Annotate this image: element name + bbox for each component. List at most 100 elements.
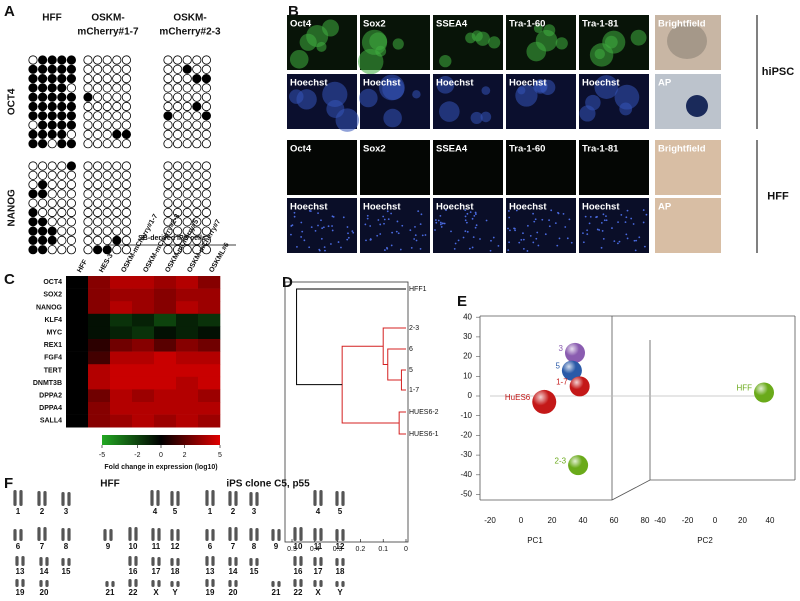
heatmap-cell: [176, 351, 199, 365]
colony: [382, 77, 405, 101]
chromosome: [61, 492, 65, 506]
nucleus: [327, 225, 330, 228]
cpg-site: [112, 101, 122, 112]
pc1-tick-label: 20: [548, 516, 557, 525]
chromosome-label: 22: [129, 588, 138, 597]
nucleus: [617, 221, 619, 224]
chromosome-label: 8: [252, 542, 257, 551]
group-name: HFF: [767, 190, 789, 202]
nucleus: [464, 215, 467, 218]
cpg-site: [47, 111, 57, 121]
cpg-site: [182, 111, 192, 121]
chromosome-label: 9: [274, 542, 279, 551]
heatmap-cell: [154, 288, 177, 302]
cpg-site: [192, 245, 202, 255]
colony: [322, 81, 348, 108]
cpg-site: [83, 161, 93, 171]
cpg-site: [93, 161, 103, 171]
cpg-site: [163, 139, 173, 149]
cpg-site: [28, 170, 38, 180]
colony: [579, 105, 596, 122]
nucleus: [618, 240, 621, 243]
heatmap-cell: [66, 402, 89, 415]
link: [400, 369, 406, 391]
nucleus: [485, 219, 488, 222]
micrograph: [360, 198, 430, 253]
cpg-site: [121, 55, 132, 65]
heatmap-cell: [198, 301, 221, 315]
nucleus: [369, 225, 372, 227]
heatmap-cell: [198, 326, 221, 340]
panel-label: B: [288, 3, 299, 20]
nucleus: [301, 230, 304, 233]
nucleus: [331, 225, 333, 227]
heatmap-cell: [198, 402, 221, 415]
cpg-site: [102, 101, 112, 112]
cpg-site: [121, 83, 132, 93]
nucleus: [620, 213, 623, 216]
y-tick-label: 10: [463, 371, 472, 380]
cpg-site: [163, 74, 173, 84]
point-label: HuES6: [505, 393, 531, 402]
cpg-site: [173, 189, 183, 199]
nucleus: [489, 249, 492, 252]
chromosome-label: 8: [64, 542, 69, 551]
colony: [526, 41, 547, 62]
nucleus: [383, 218, 386, 221]
pc1-tick-label: 60: [610, 516, 619, 525]
cpg-site: [102, 139, 112, 149]
heatmap-cell: [88, 276, 111, 289]
heatmap-cell: [66, 326, 89, 340]
cpg-site: [121, 245, 132, 255]
micrograph: [287, 140, 357, 195]
chromosome: [109, 529, 113, 541]
chromosome: [299, 556, 303, 566]
heatmap-cell: [176, 389, 199, 403]
cpg-site: [83, 92, 93, 102]
colony: [533, 24, 543, 33]
heatmap-cell: [110, 351, 133, 365]
nucleus: [420, 213, 423, 216]
chromosome: [111, 581, 115, 587]
micrograph: [655, 140, 721, 195]
nucleus: [568, 218, 571, 221]
cpg-site: [102, 180, 112, 190]
cpg-site: [121, 120, 132, 130]
cpg-site: [37, 189, 48, 199]
cpg-site: [102, 189, 112, 199]
chromosome-label: 20: [229, 588, 238, 597]
nucleus: [624, 221, 627, 224]
cpg-site: [201, 92, 211, 102]
cpg-site: [112, 64, 122, 74]
nucleus: [588, 222, 591, 225]
cpg-site: [83, 226, 93, 236]
colorbar-tick-label: -5: [99, 452, 105, 459]
nucleus: [584, 215, 587, 218]
cpg-site: [192, 101, 202, 112]
cpg-site: [182, 129, 192, 139]
nucleus: [466, 212, 469, 215]
nucleus: [386, 210, 389, 213]
nucleus: [518, 241, 521, 244]
chromosome: [341, 491, 345, 506]
colony: [439, 101, 460, 122]
cpg-site: [66, 101, 77, 112]
chromosome-label: Y: [172, 588, 178, 597]
chromosome: [45, 557, 49, 566]
chromosome: [45, 580, 49, 587]
chromosome: [234, 580, 238, 587]
nucleus: [300, 221, 303, 224]
nucleus: [582, 232, 584, 235]
nucleus: [351, 230, 354, 232]
point-label: 1-7: [556, 377, 568, 386]
nucleus: [439, 223, 442, 226]
stain-label: AP: [658, 78, 672, 89]
cpg-site: [102, 74, 112, 84]
heatmap-cell: [132, 313, 155, 327]
cpg-site: [66, 129, 77, 139]
cpg-site: [102, 161, 112, 171]
nucleus: [471, 217, 474, 220]
cpg-site: [57, 101, 67, 112]
cpg-site: [66, 92, 77, 102]
heatmap-cell: [154, 326, 177, 340]
